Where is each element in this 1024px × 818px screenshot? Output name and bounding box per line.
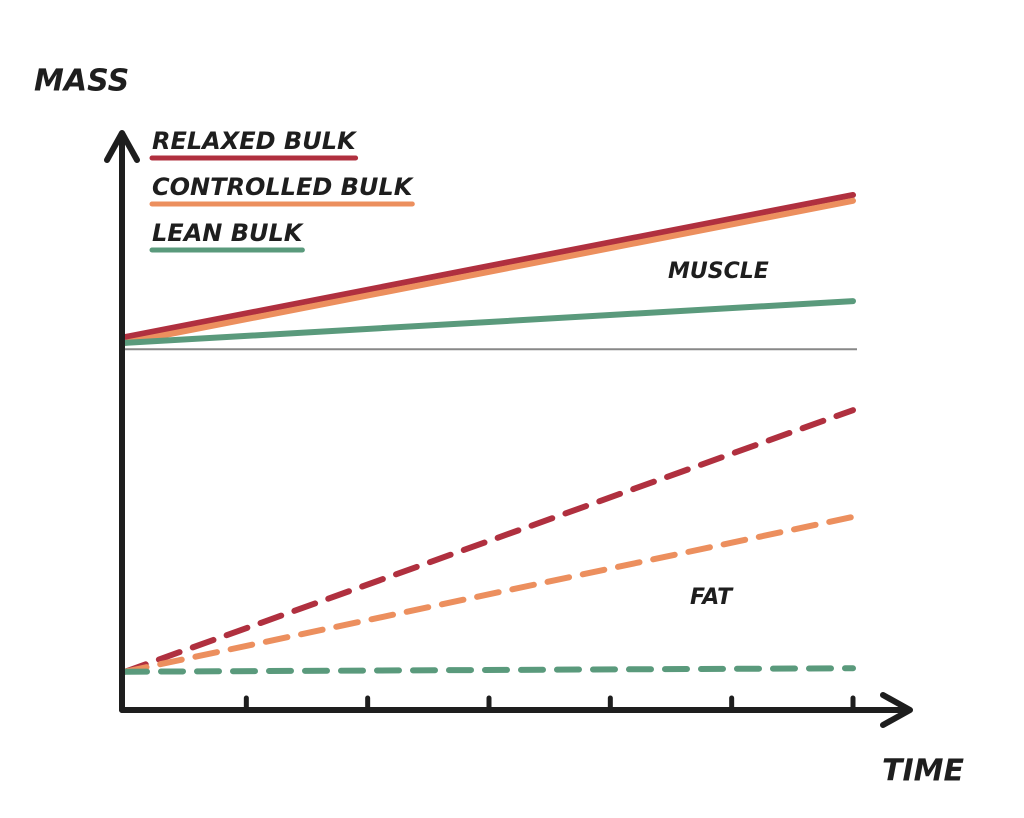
muscle-line — [122, 298, 856, 346]
legend-label: CONTROLLED BULK — [152, 173, 415, 201]
y-axis-title: MASS — [34, 64, 129, 99]
y-axis — [104, 130, 140, 713]
fat-line — [122, 407, 856, 675]
muscle-label: MUSCLE — [668, 259, 769, 284]
fat-line — [122, 513, 856, 675]
legend-label: LEAN BULK — [152, 219, 305, 247]
legend-label: RELAXED BULK — [152, 127, 358, 155]
fat-label: FAT — [690, 585, 734, 610]
muscle-line — [122, 191, 856, 341]
fat-line — [122, 665, 856, 675]
x-axis-title: TIME — [882, 754, 964, 789]
x-axis — [119, 692, 913, 728]
muscle-line — [122, 197, 856, 346]
